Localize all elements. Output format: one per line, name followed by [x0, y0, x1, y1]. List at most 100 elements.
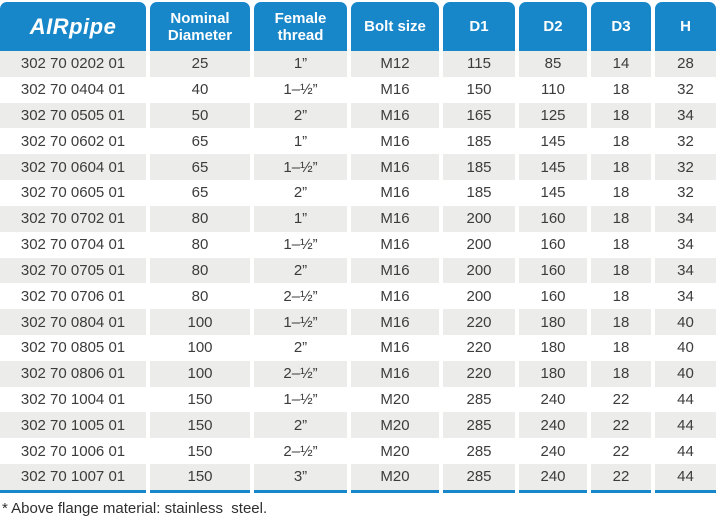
- table-cell: 44: [655, 438, 716, 464]
- table-cell: 65: [150, 180, 250, 206]
- table-cell: 44: [655, 386, 716, 413]
- table-cell: 2”: [254, 257, 347, 284]
- table-cell: 200: [443, 283, 515, 310]
- table-cell: 160: [519, 283, 587, 310]
- table-cell: 18: [591, 180, 651, 206]
- table-row: 302 70 0404 01 40 1–½” M16 150 110 18 32: [0, 76, 716, 103]
- table-cell: 25: [150, 51, 250, 77]
- table-cell: 160: [519, 257, 587, 284]
- table-cell: 150: [443, 76, 515, 103]
- table-cell: 34: [655, 205, 716, 232]
- table-cell: 65: [150, 154, 250, 181]
- table-cell: 220: [443, 360, 515, 387]
- table-cell: 2”: [254, 334, 347, 361]
- table-cell: 18: [591, 283, 651, 310]
- bottom-rule-segment: [254, 489, 347, 493]
- table-cell: 18: [591, 205, 651, 232]
- spec-table: AIR pipe Nominal Diameter Female thread B…: [0, 2, 716, 493]
- table-cell: 100: [150, 360, 250, 387]
- table-cell: M16: [351, 205, 439, 232]
- table-cell: 145: [519, 180, 587, 206]
- table-row: 302 70 1007 01 150 3” M20 285 240 22 44: [0, 464, 716, 490]
- table-cell: 44: [655, 412, 716, 439]
- table-row: 302 70 0705 01 80 2” M16 200 160 18 34: [0, 257, 716, 284]
- table-cell: 1”: [254, 51, 347, 77]
- bottom-rule-segment: [591, 489, 651, 493]
- table-cell: 285: [443, 412, 515, 439]
- table-cell: 100: [150, 334, 250, 361]
- table-cell: 285: [443, 386, 515, 413]
- table-cell: 65: [150, 128, 250, 155]
- table-row: 302 70 0805 01 100 2” M16 220 180 18 40: [0, 334, 716, 361]
- table-cell: M16: [351, 257, 439, 284]
- table-cell: 2–½”: [254, 438, 347, 464]
- table-cell: 302 70 0702 01: [0, 205, 146, 232]
- table-cell: 18: [591, 309, 651, 335]
- table-cell: 40: [655, 360, 716, 387]
- table-cell: 1”: [254, 205, 347, 232]
- table-cell: 150: [150, 464, 250, 490]
- table-cell: 2”: [254, 180, 347, 206]
- table-cell: 1–½”: [254, 154, 347, 181]
- table-cell: 18: [591, 76, 651, 103]
- table-cell: 22: [591, 412, 651, 439]
- table-cell: M16: [351, 231, 439, 258]
- table-row: 302 70 0804 01 100 1–½” M16 220 180 18 40: [0, 309, 716, 335]
- table-cell: M16: [351, 128, 439, 155]
- table-cell: 18: [591, 154, 651, 181]
- table-cell: 220: [443, 334, 515, 361]
- table-cell: 14: [591, 51, 651, 77]
- table-cell: 220: [443, 309, 515, 335]
- table-cell: 18: [591, 128, 651, 155]
- table-cell: 125: [519, 102, 587, 129]
- table-cell: 302 70 1006 01: [0, 438, 146, 464]
- table-cell: M16: [351, 283, 439, 310]
- bottom-rule-segment: [351, 489, 439, 493]
- col-header-line: thread: [277, 26, 324, 44]
- table-cell: 150: [150, 412, 250, 439]
- col-header-bolt-size: Bolt size: [351, 2, 439, 51]
- table-cell: 2–½”: [254, 360, 347, 387]
- table-cell: 34: [655, 283, 716, 310]
- table-cell: M16: [351, 76, 439, 103]
- bottom-rule-segment: [443, 489, 515, 493]
- table-cell: 1”: [254, 128, 347, 155]
- bottom-rule-segment: [519, 489, 587, 493]
- table-cell: 1–½”: [254, 309, 347, 335]
- table-cell: M16: [351, 180, 439, 206]
- table-row: 302 70 0602 01 65 1” M16 185 145 18 32: [0, 128, 716, 155]
- table-cell: M20: [351, 386, 439, 413]
- table-cell: 34: [655, 102, 716, 129]
- table-cell: 160: [519, 205, 587, 232]
- table-cell: 44: [655, 464, 716, 490]
- brand-logo-pipe: pipe: [69, 14, 117, 39]
- table-cell: 32: [655, 180, 716, 206]
- table-cell: 185: [443, 154, 515, 181]
- col-header-nominal-diameter: Nominal Diameter: [150, 2, 250, 51]
- table-cell: 34: [655, 231, 716, 258]
- table-cell: 180: [519, 334, 587, 361]
- table-cell: 18: [591, 102, 651, 129]
- table-cell: 85: [519, 51, 587, 77]
- table-cell: 240: [519, 386, 587, 413]
- table-cell: 28: [655, 51, 716, 77]
- footnote: * Above flange material: stainless steel…: [2, 499, 268, 517]
- col-header-line: H: [680, 18, 691, 35]
- table-cell: 302 70 0705 01: [0, 257, 146, 284]
- table-row: 302 70 0605 01 65 2” M16 185 145 18 32: [0, 180, 716, 206]
- table-cell: 32: [655, 154, 716, 181]
- table-cell: 80: [150, 257, 250, 284]
- table-row: 302 70 0505 01 50 2” M16 165 125 18 34: [0, 102, 716, 129]
- table-cell: 302 70 0704 01: [0, 231, 146, 258]
- table-cell: 180: [519, 360, 587, 387]
- table-row: 302 70 0706 01 80 2–½” M16 200 160 18 34: [0, 283, 716, 310]
- table-cell: 2”: [254, 102, 347, 129]
- table-cell: 1–½”: [254, 76, 347, 103]
- table-cell: 165: [443, 102, 515, 129]
- table-cell: 2–½”: [254, 283, 347, 310]
- table-cell: 18: [591, 334, 651, 361]
- col-header-line: Diameter: [167, 26, 233, 44]
- table-cell: 302 70 0202 01: [0, 51, 146, 77]
- table-cell: 160: [519, 231, 587, 258]
- table-cell: 302 70 0804 01: [0, 309, 146, 335]
